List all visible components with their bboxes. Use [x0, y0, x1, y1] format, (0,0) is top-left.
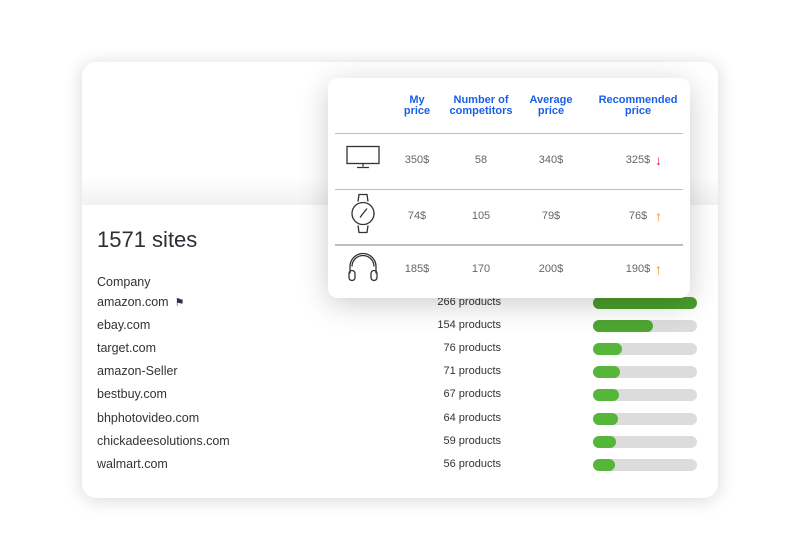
share-bar-fill	[593, 413, 618, 425]
my-price: 350$	[404, 154, 430, 166]
arrow-up-icon: ↑	[655, 208, 662, 224]
divider	[335, 244, 683, 246]
flag-icon: ⚑	[174, 297, 185, 309]
header-my-price: My price	[403, 94, 431, 117]
site-row[interactable]: target.com 76 products	[82, 341, 718, 361]
share-bar	[593, 366, 697, 378]
share-bar-fill	[593, 366, 621, 378]
site-row[interactable]: amazon.com ⚑ 266 products	[82, 295, 718, 315]
average-price: 200$	[538, 263, 564, 275]
site-name[interactable]: bestbuy.com	[97, 387, 167, 401]
recommended-price: 190$	[625, 263, 651, 275]
product-count: 154 products	[437, 319, 501, 331]
share-bar-fill	[593, 343, 623, 355]
header-recommended-price: Recommended price	[598, 94, 678, 117]
my-price: 74$	[407, 210, 427, 222]
site-row[interactable]: bhphotovideo.com 64 products	[82, 411, 718, 431]
product-count: 67 products	[443, 388, 501, 400]
site-name[interactable]: amazon.com ⚑	[97, 295, 185, 309]
header-average-price: Average price	[529, 94, 573, 117]
recommended-price: 325$	[625, 154, 651, 166]
site-row[interactable]: ebay.com 154 products	[82, 318, 718, 338]
company-column-header: Company	[97, 275, 151, 289]
arrow-down-icon: ↓	[655, 152, 662, 168]
share-bar-fill	[593, 436, 616, 448]
competitor-count: 105	[471, 210, 491, 222]
competitor-count: 58	[474, 154, 488, 166]
site-row[interactable]: chickadeesolutions.com 59 products	[82, 434, 718, 454]
share-bar-fill	[593, 320, 654, 332]
monitor-icon	[346, 145, 380, 175]
share-bar	[593, 413, 697, 425]
watch-icon	[350, 193, 376, 240]
price-recommendation-panel: My price Number of competitors Average pric…	[328, 78, 690, 298]
product-count: 71 products	[443, 365, 501, 377]
product-count: 56 products	[443, 458, 501, 470]
average-price: 340$	[538, 154, 564, 166]
site-row[interactable]: walmart.com 56 products	[82, 457, 718, 477]
share-bar	[593, 343, 697, 355]
arrow-up-icon: ↑	[655, 261, 662, 277]
competitor-count: 170	[471, 263, 491, 275]
site-row[interactable]: amazon-Seller 71 products	[82, 364, 718, 384]
share-bar	[593, 389, 697, 401]
headphones-icon	[347, 252, 379, 287]
recommended-price: 76$	[628, 210, 648, 222]
share-bar	[593, 436, 697, 448]
share-bar-fill	[593, 297, 697, 309]
average-price: 79$	[541, 210, 561, 222]
divider	[335, 133, 683, 134]
share-bar	[593, 459, 697, 471]
product-count: 59 products	[443, 435, 501, 447]
header-competitors: Number of competitors	[449, 94, 513, 117]
sites-count-title: 1571 sites	[97, 227, 198, 252]
my-price: 185$	[404, 263, 430, 275]
product-count: 76 products	[443, 342, 501, 354]
share-bar-fill	[593, 459, 615, 471]
product-count: 266 products	[437, 296, 501, 308]
site-name[interactable]: chickadeesolutions.com	[97, 434, 230, 448]
site-name[interactable]: ebay.com	[97, 318, 151, 332]
site-name[interactable]: amazon-Seller	[97, 364, 178, 378]
site-name[interactable]: walmart.com	[97, 457, 168, 471]
share-bar	[593, 297, 697, 309]
divider	[335, 189, 683, 190]
site-name[interactable]: target.com	[97, 341, 157, 355]
product-count: 64 products	[443, 412, 501, 424]
site-row[interactable]: bestbuy.com 67 products	[82, 387, 718, 407]
site-name[interactable]: bhphotovideo.com	[97, 411, 200, 425]
share-bar-fill	[593, 389, 619, 401]
share-bar	[593, 320, 697, 332]
